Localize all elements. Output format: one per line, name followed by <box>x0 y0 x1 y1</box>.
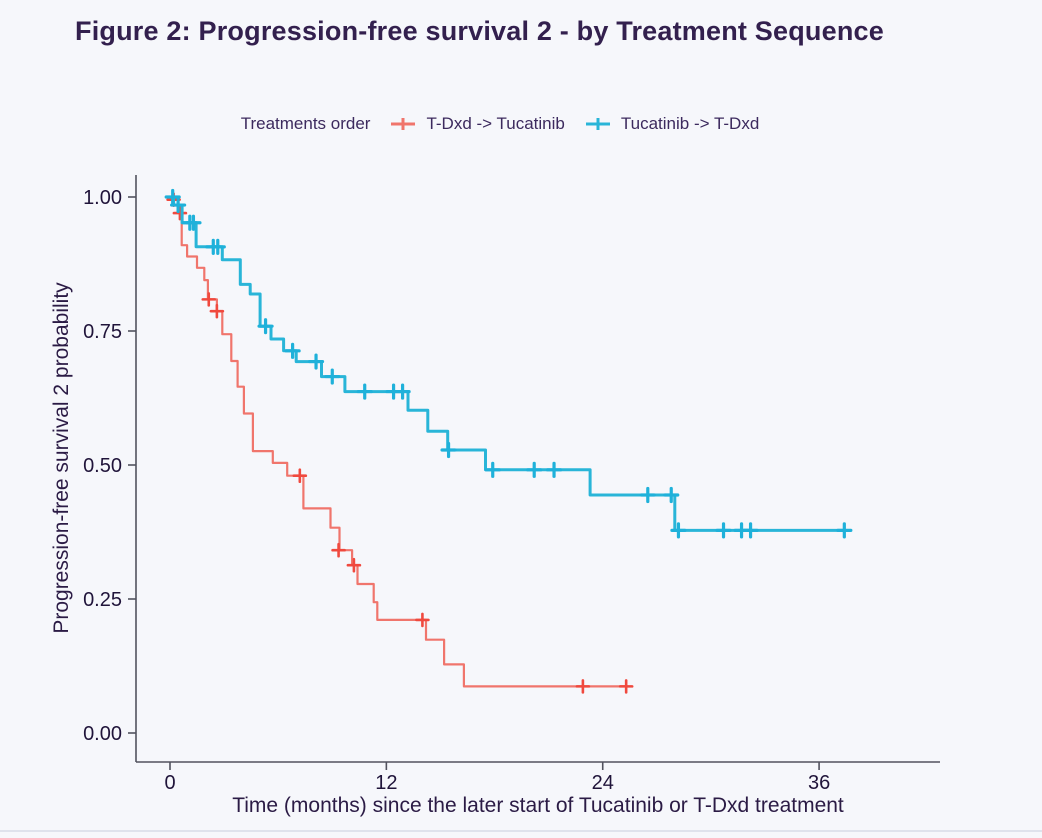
legend-item-tucatinib-tdxd: Tucatinib -> T-Dxd <box>585 114 759 134</box>
x-tick-label: 0 <box>164 772 175 794</box>
chart-legend: Treatments order T-Dxd -> Tucatinib Tuca… <box>0 114 1000 134</box>
y-axis-label: Progression-free survival 2 probability <box>50 282 73 634</box>
survival-curve-tucatinib-tdxd <box>168 195 846 532</box>
x-tick-label: 36 <box>808 772 830 794</box>
legend-title: Treatments order <box>240 114 371 133</box>
y-tick-label: 1.00 <box>83 187 122 209</box>
y-tick-label: 0.75 <box>83 321 122 343</box>
x-axis-label: Time (months) since the later start of T… <box>232 794 844 817</box>
censor-plus-icon <box>391 118 416 130</box>
legend-item-label: Tucatinib -> T-Dxd <box>620 114 760 133</box>
y-tick-label: 0.25 <box>83 589 122 611</box>
figure-title: Figure 2: Progression-free survival 2 - … <box>75 16 884 46</box>
legend-item-label: T-Dxd -> Tucatinib <box>426 114 565 133</box>
x-tick-label: 12 <box>375 772 397 794</box>
censor-plus-icon <box>585 118 610 130</box>
legend-item-tdxd-tucatinib: T-Dxd -> Tucatinib <box>390 114 565 134</box>
y-tick-label: 0.50 <box>83 455 122 477</box>
x-tick-label: 24 <box>592 772 614 794</box>
y-tick-label: 0.00 <box>83 723 122 745</box>
survival-curve-tdxd-tucatinib <box>168 195 628 688</box>
bottom-divider <box>0 830 1042 832</box>
